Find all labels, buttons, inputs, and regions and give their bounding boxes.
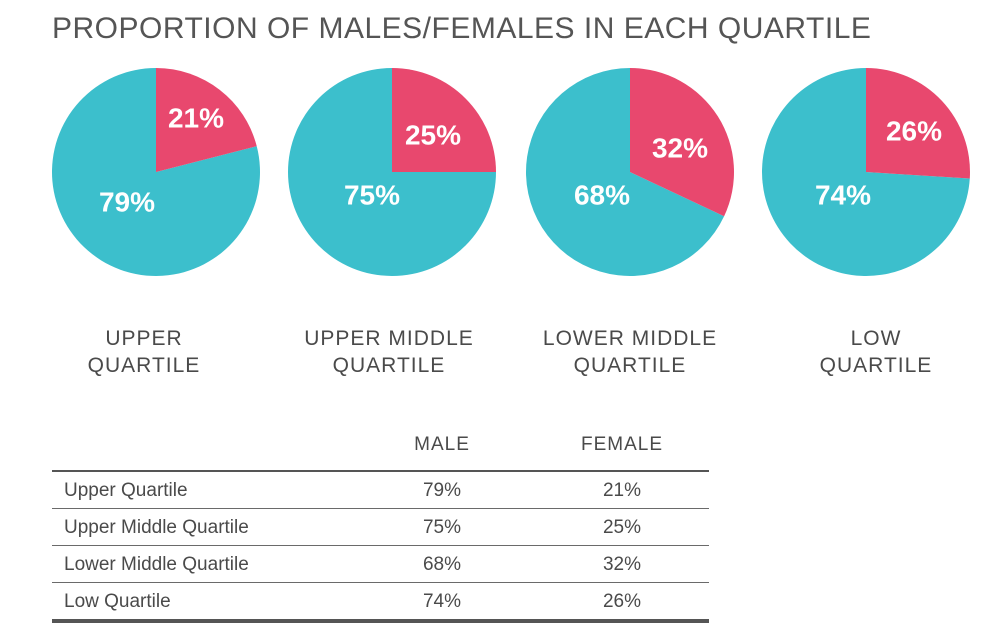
male-cell: 68% [422,554,462,575]
pie-label-low: LOW QUARTILE [766,325,986,379]
pie-slice-female-upper-middle [392,68,496,172]
female-percent-label-lower-middle: 32% [652,133,708,164]
table-header: MALE FEMALE [52,428,709,472]
female-cell: 25% [602,517,642,538]
male-cell: 75% [422,517,462,538]
header-male: MALE [414,434,470,455]
header-female: FEMALE [580,434,664,455]
female-cell: 26% [602,591,642,612]
summary-table: MALE FEMALE Upper Quartile 79% 21% Upper… [52,428,709,623]
pie-label-line: LOWER MIDDLE [542,327,718,350]
male-percent-label-upper-middle: 75% [344,180,400,211]
female-cell: 32% [602,554,642,575]
table-row: Upper Quartile 79% 21% [52,472,709,509]
female-cell: 21% [602,480,642,501]
pie-slice-female-upper [156,68,257,172]
male-cell: 79% [422,480,462,501]
female-percent-label-low: 26% [886,116,942,147]
pie-label-lower-middle: LOWER MIDDLE QUARTILE [520,325,740,379]
pie-label-line: LOW [850,327,902,350]
male-percent-label-low: 74% [815,180,871,211]
page-title: PROPORTION OF MALES/FEMALES IN EACH QUAR… [52,12,872,45]
pie-label-line: QUARTILE [819,354,933,377]
pie-label-line: QUARTILE [332,354,446,377]
pie-slice-male-low [761,68,970,276]
table-row: Upper Middle Quartile 75% 25% [52,509,709,546]
pie-label-line: UPPER [105,327,183,350]
male-percent-label-upper: 79% [99,187,155,218]
female-percent-label-upper-middle: 25% [405,120,461,151]
pie-label-line: QUARTILE [87,354,201,377]
pie-slice-female-lower-middle [630,68,734,217]
pie-charts: 21% 79% 25%75% 32% 68% 26% 74% [51,67,970,277]
row-name: Lower Middle Quartile [64,554,249,575]
pie-label-upper-middle: UPPER MIDDLE QUARTILE [279,325,499,379]
row-name: Upper Middle Quartile [64,517,249,538]
pie-label-line: QUARTILE [573,354,687,377]
table-row: Lower Middle Quartile 68% 32% [52,546,709,583]
pie-slice-female-low [866,68,970,179]
male-percent-label-lower-middle: 68% [574,180,630,211]
female-percent-label-upper: 21% [168,103,224,134]
pie-label-line: UPPER MIDDLE [304,327,474,350]
male-cell: 74% [422,591,462,612]
pie-label-upper: UPPER QUARTILE [34,325,254,379]
row-name: Low Quartile [64,591,171,612]
pie-slice-male-upper [51,67,260,277]
table-row: Low Quartile 74% 26% [52,583,709,623]
row-name: Upper Quartile [64,480,188,501]
pie-slice-male-lower-middle [525,68,725,276]
